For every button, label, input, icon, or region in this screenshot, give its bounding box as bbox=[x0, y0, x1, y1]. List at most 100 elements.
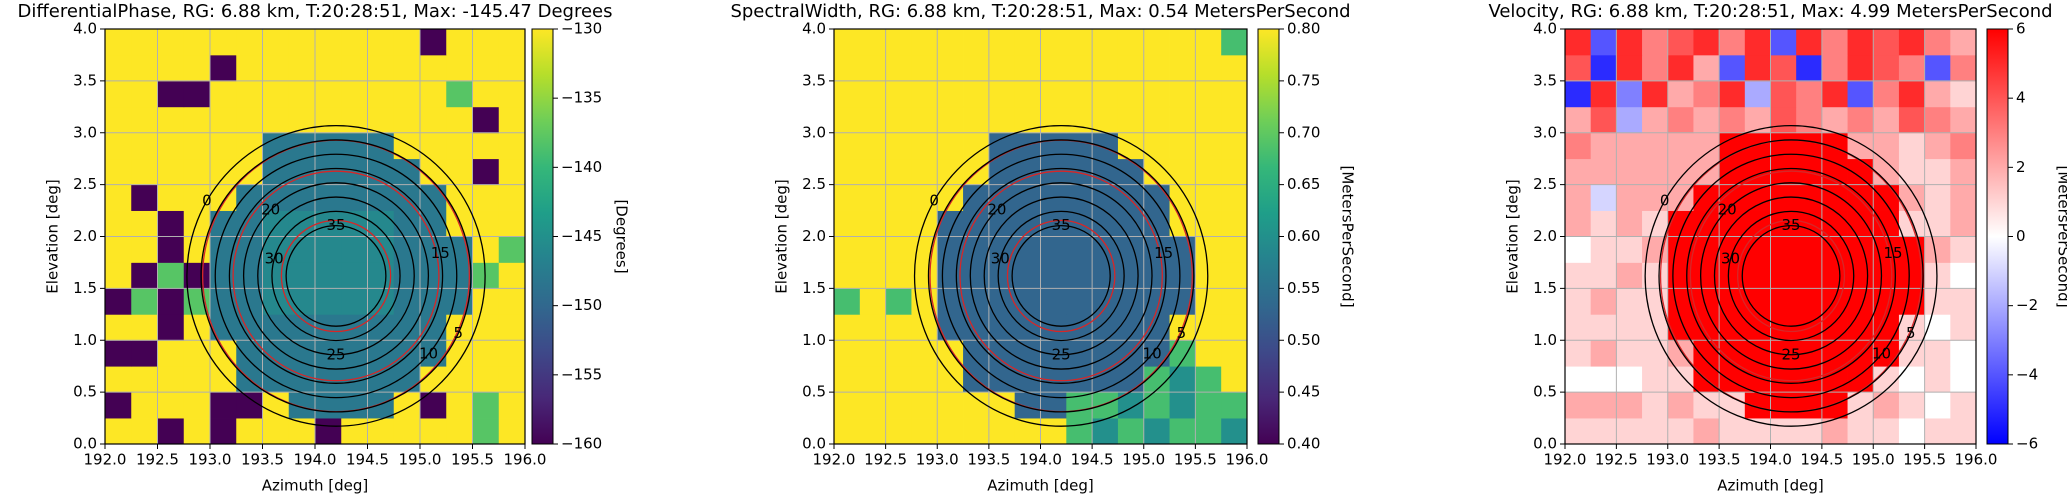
heatmap-cell bbox=[157, 236, 185, 263]
heatmap-cell bbox=[1898, 418, 1926, 444]
heatmap-cell bbox=[859, 340, 887, 367]
heatmap-cell bbox=[1616, 54, 1643, 82]
contour-label: 30 bbox=[1721, 250, 1740, 268]
heatmap-cell bbox=[1590, 366, 1617, 393]
heatmap-cell bbox=[1040, 288, 1067, 315]
heatmap-cell bbox=[131, 288, 158, 315]
contour-line bbox=[1699, 182, 1883, 370]
heatmap-cell bbox=[834, 418, 861, 444]
heatmap-cell bbox=[1719, 236, 1746, 263]
x-tick-label: 196.0 bbox=[504, 451, 547, 469]
heatmap-cell bbox=[963, 340, 990, 367]
heatmap-cell bbox=[183, 340, 211, 367]
heatmap-cell bbox=[210, 366, 237, 393]
heatmap-cell bbox=[393, 106, 421, 134]
heatmap-cell bbox=[1924, 392, 1951, 419]
heatmap-cell bbox=[1667, 392, 1694, 419]
heatmap-cell bbox=[1796, 236, 1823, 263]
heatmap-cell bbox=[210, 106, 237, 134]
heatmap-cell bbox=[1169, 29, 1196, 56]
heatmap-cell bbox=[1950, 262, 1976, 289]
heatmap-cell bbox=[1565, 184, 1592, 211]
heatmap-cell bbox=[1616, 184, 1643, 211]
heatmap-cell bbox=[420, 184, 447, 211]
heatmap-cell bbox=[1092, 210, 1119, 237]
heatmap-cell bbox=[1873, 418, 1900, 444]
heatmap-cell bbox=[1770, 314, 1797, 341]
heatmap-cell bbox=[1565, 418, 1592, 444]
y-tick-label: 1.5 bbox=[73, 279, 97, 297]
heatmap-cell bbox=[236, 54, 263, 82]
heatmap-cell bbox=[131, 418, 158, 444]
heatmap-cell bbox=[1950, 132, 1976, 160]
heatmap-cell bbox=[1590, 106, 1617, 134]
heatmap-cell bbox=[1796, 80, 1823, 108]
heatmap-cell bbox=[1667, 132, 1694, 160]
heatmap-cell bbox=[420, 80, 447, 108]
heatmap-cell bbox=[1821, 80, 1848, 108]
heatmap-cell bbox=[498, 132, 525, 160]
heatmap-cell bbox=[937, 392, 964, 419]
heatmap-cell bbox=[210, 418, 237, 444]
heatmap-cell bbox=[1744, 184, 1771, 211]
heatmap-cell bbox=[1195, 184, 1222, 211]
heatmap-cell bbox=[1821, 392, 1848, 419]
heatmap-cell bbox=[446, 158, 473, 186]
heatmap-cell bbox=[937, 80, 964, 108]
heatmap-cell bbox=[911, 340, 938, 367]
heatmap-cell bbox=[393, 210, 421, 237]
heatmap-cell bbox=[1565, 340, 1592, 367]
contour-line bbox=[969, 182, 1153, 370]
heatmap-cell bbox=[1873, 340, 1900, 367]
heatmap-cell bbox=[1117, 29, 1145, 56]
colorbar-tick-label: −150 bbox=[561, 296, 602, 314]
contour-label: 35 bbox=[326, 216, 345, 234]
heatmap-cell bbox=[1117, 418, 1145, 444]
heatmap-cell bbox=[1642, 314, 1669, 341]
contour-label: 5 bbox=[1177, 324, 1187, 342]
heatmap-cell bbox=[1873, 184, 1900, 211]
red-contour bbox=[1689, 170, 1893, 382]
x-tick-label: 192.5 bbox=[864, 451, 907, 469]
heatmap-cell bbox=[1796, 106, 1823, 134]
heatmap-cell bbox=[911, 262, 938, 289]
colorbar-tick-label: −160 bbox=[561, 435, 602, 453]
colorbar-tick-label: 0.60 bbox=[1287, 227, 1320, 245]
heatmap-cell bbox=[937, 54, 964, 82]
heatmap-cell bbox=[1924, 314, 1951, 341]
heatmap-cell bbox=[262, 288, 290, 315]
heatmap-cell bbox=[1847, 340, 1874, 367]
heatmap-cell bbox=[498, 314, 525, 341]
contour-label: 20 bbox=[1718, 201, 1737, 219]
y-tick-label: 3.0 bbox=[802, 123, 826, 141]
heatmap-cell bbox=[1040, 262, 1067, 289]
heatmap-cell bbox=[157, 392, 185, 419]
heatmap-cell bbox=[210, 262, 237, 289]
heatmap-cell bbox=[1950, 54, 1976, 82]
heatmap-cell bbox=[1221, 184, 1247, 211]
x-tick-label: 196.0 bbox=[1955, 451, 1998, 469]
heatmap-cell bbox=[834, 158, 861, 186]
heatmap-cell bbox=[1924, 184, 1951, 211]
heatmap-cell bbox=[1143, 392, 1170, 419]
heatmap-cell bbox=[315, 236, 342, 263]
heatmap-cell bbox=[1847, 29, 1874, 56]
heatmap-cell bbox=[210, 54, 237, 82]
heatmap-cell bbox=[1924, 288, 1951, 315]
heatmap-cell bbox=[1616, 106, 1643, 134]
heatmap-cell bbox=[859, 314, 887, 341]
heatmap-cell bbox=[963, 80, 990, 108]
heatmap-cell bbox=[420, 418, 447, 444]
heatmap-cell bbox=[911, 314, 938, 341]
heatmap-cell bbox=[1143, 29, 1170, 56]
heatmap-cell bbox=[859, 80, 887, 108]
heatmap-cell bbox=[472, 392, 500, 419]
heatmap-cell bbox=[498, 210, 525, 237]
heatmap-cell bbox=[1195, 288, 1222, 315]
heatmap-cell bbox=[315, 210, 342, 237]
heatmap-cell bbox=[1847, 80, 1874, 108]
heatmap-cell bbox=[1066, 340, 1093, 367]
heatmap-cell bbox=[105, 340, 132, 367]
heatmap-cell bbox=[834, 80, 861, 108]
heatmap-cell bbox=[1719, 288, 1746, 315]
